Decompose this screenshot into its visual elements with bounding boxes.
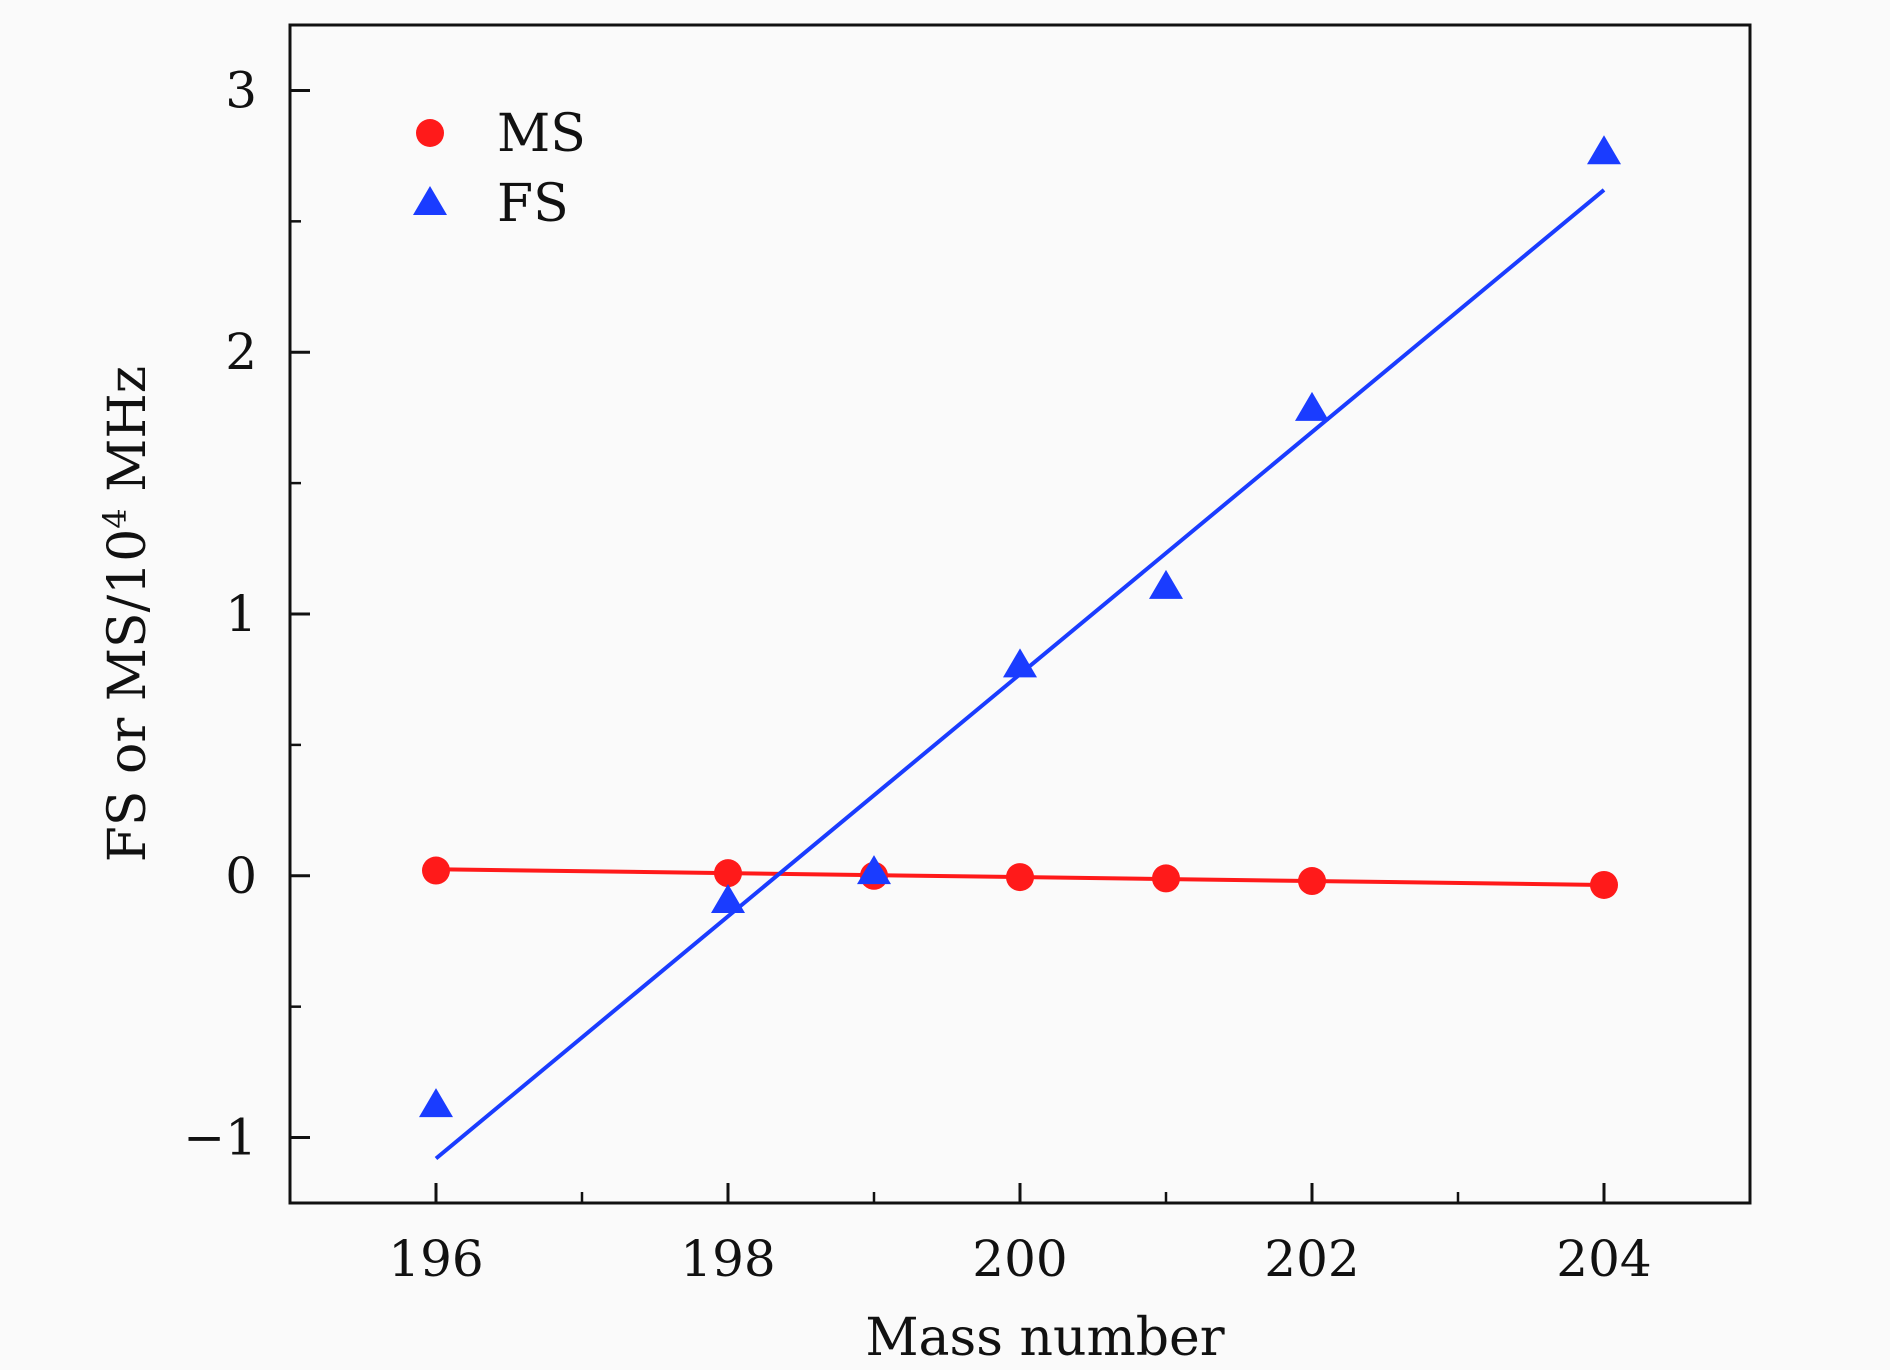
x-tick-label-198: 198 xyxy=(680,1230,775,1288)
legend-marker-fs xyxy=(413,186,447,215)
y-tick-label-3: 3 xyxy=(225,61,257,119)
axis-tick-labels: 196 198 200 202 204 −1 0 1 2 3 xyxy=(183,61,1651,1288)
marker-ms-204 xyxy=(1590,870,1618,899)
y-tick-label-neg1: −1 xyxy=(183,1109,257,1167)
x-tick-label-202: 202 xyxy=(1264,1230,1359,1288)
marker-fs-198 xyxy=(711,883,745,913)
axis-ticks xyxy=(290,88,1606,1203)
marker-ms-201 xyxy=(1152,864,1180,893)
marker-fs-199 xyxy=(857,855,891,885)
marker-ms-198 xyxy=(714,859,742,888)
marker-fs-204 xyxy=(1587,135,1621,165)
legend-marker-ms xyxy=(416,119,444,147)
y-axis-label-suffix: MHz xyxy=(98,366,158,509)
x-tick-label-200: 200 xyxy=(972,1230,1067,1288)
x-tick-label-204: 204 xyxy=(1556,1230,1651,1288)
marker-fs-201 xyxy=(1149,569,1183,599)
y-axis-label-exponent: 4 xyxy=(96,508,134,528)
y-tick-label-1: 1 xyxy=(225,585,257,643)
marker-fs-202 xyxy=(1295,391,1329,421)
legend-label-fs: FS xyxy=(497,174,569,234)
legend: MS FS xyxy=(413,104,586,234)
y-tick-label-0: 0 xyxy=(225,847,257,905)
legend-item-ms: MS xyxy=(416,104,586,164)
x-axis-label: Mass number xyxy=(865,1308,1224,1368)
marker-ms-196 xyxy=(422,856,450,885)
legend-label-ms: MS xyxy=(497,104,586,164)
y-axis-label-prefix: FS or MS/10 xyxy=(98,529,158,862)
x-tick-label-196: 196 xyxy=(388,1230,483,1288)
marker-ms-202 xyxy=(1298,867,1326,896)
marker-fs-196 xyxy=(419,1088,453,1118)
y-tick-label-2: 2 xyxy=(225,323,257,381)
data-markers xyxy=(419,135,1621,1118)
y-axis-label: FS or MS/104 MHz xyxy=(96,366,158,862)
marker-fs-200 xyxy=(1003,648,1037,678)
legend-item-fs: FS xyxy=(413,174,569,234)
marker-ms-200 xyxy=(1006,863,1034,892)
